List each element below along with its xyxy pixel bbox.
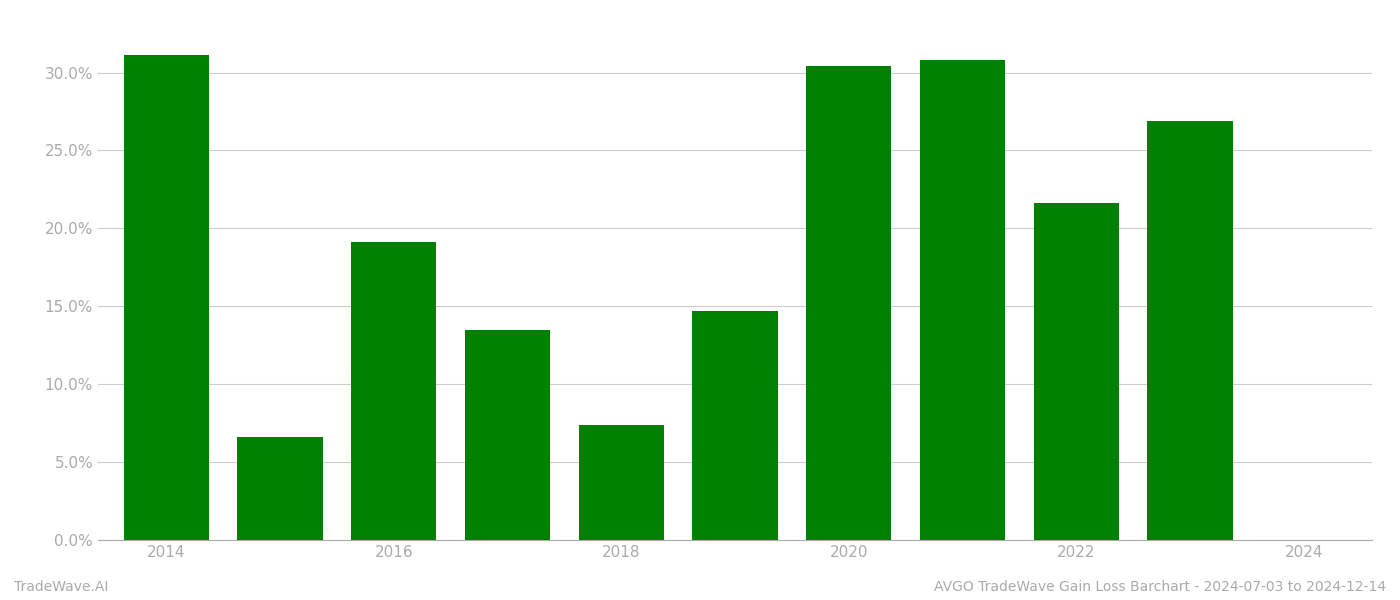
Bar — [465, 329, 550, 540]
Bar — [123, 55, 209, 540]
Text: AVGO TradeWave Gain Loss Barchart - 2024-07-03 to 2024-12-14: AVGO TradeWave Gain Loss Barchart - 2024… — [934, 580, 1386, 594]
Bar — [351, 242, 437, 540]
Bar — [806, 67, 892, 540]
Text: TradeWave.AI: TradeWave.AI — [14, 580, 108, 594]
Bar — [578, 425, 664, 540]
Bar — [920, 60, 1005, 540]
Bar — [693, 311, 777, 540]
Bar — [1033, 203, 1119, 540]
Bar — [238, 437, 322, 540]
Bar — [1148, 121, 1232, 540]
